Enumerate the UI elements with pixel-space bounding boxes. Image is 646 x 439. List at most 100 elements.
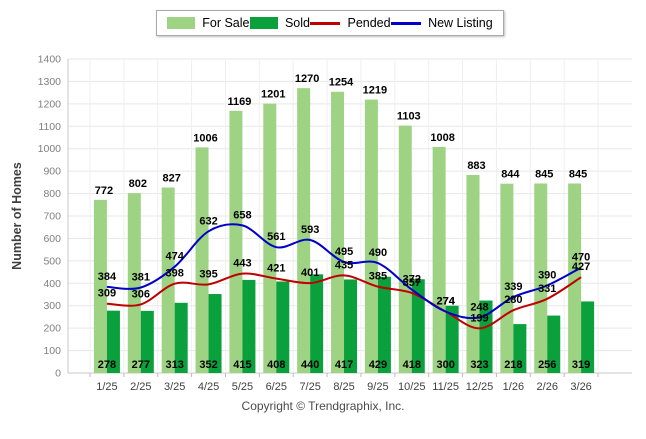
sold-value-label: 278 [98,359,116,371]
bar-for-sale [398,125,412,373]
bar-sold [377,276,391,373]
legend-item-new-listing: New Listing [391,16,493,30]
new-listing-value-label: 474 [165,251,184,263]
legend: For Sale Sold Pended New Listing [156,10,504,36]
legend-label-for-sale: For Sale [202,16,250,30]
sold-value-label: 415 [233,359,251,371]
bar-sold [208,294,222,373]
y-axis-title: Number of Homes [10,162,24,270]
pended-value-label: 395 [199,268,217,280]
new-listing-value-label: 561 [267,231,285,243]
sold-value-label: 429 [369,359,387,371]
bar-sold [445,305,459,373]
for-sale-value-label: 1169 [227,96,251,108]
for-sale-value-label: 1270 [295,73,319,85]
bar-sold [344,279,358,373]
bar-sold [581,301,595,373]
bar-sold [242,279,256,373]
for-sale-value-label: 844 [501,169,520,181]
sold-value-label: 218 [504,359,522,371]
bar-for-sale [229,110,243,373]
sold-value-label: 277 [132,359,150,371]
y-tick-label: 1200 [38,98,62,110]
bar-for-sale [263,103,277,373]
pended-value-label: 309 [98,288,116,300]
for-sale-value-label: 845 [535,168,553,180]
y-tick-label: 1100 [38,121,61,133]
new-listing-value-label: 274 [436,296,455,308]
new-listing-value-label: 593 [301,224,319,236]
y-tick-label: 500 [43,255,61,267]
bar-sold [411,279,425,373]
for-sale-value-label: 883 [467,160,485,172]
x-tick-label: 4/25 [198,381,219,393]
y-tick-label: 200 [43,323,61,335]
y-tick-label: 1300 [38,76,62,88]
pended-value-label: 331 [538,283,556,295]
legend-item-pended: Pended [310,16,391,30]
new-listing-value-label: 384 [98,271,117,283]
new-listing-line-swatch-icon [391,21,422,25]
legend-label-new-listing: New Listing [428,16,493,30]
sold-value-label: 256 [538,359,556,371]
new-listing-value-label: 372 [403,274,421,286]
pended-value-label: 357 [403,277,421,289]
line-pended [106,272,582,330]
line-new-listing [106,223,582,320]
pended-value-label: 443 [233,258,251,270]
bar-for-sale [534,183,548,373]
for-sale-value-label: 827 [162,173,180,185]
bar-sold [547,315,561,373]
x-tick-label: 12/25 [466,381,494,393]
y-tick-label: 800 [43,188,61,200]
new-listing-value-label: 390 [538,270,556,282]
for-sale-value-label: 1219 [363,85,387,97]
bar-sold [276,281,290,373]
sold-value-label: 319 [572,359,590,371]
new-listing-value-label: 490 [369,247,387,259]
sold-value-label: 313 [165,359,183,371]
y-tick-label: 700 [43,211,61,223]
sold-value-label: 417 [335,359,353,371]
x-axis-labels: 1/25 2/25 3/25 4/25 5/25 6/25 7/25 8/25 9/25 10/2… [96,381,592,393]
pended-value-label: 306 [132,288,150,300]
pended-value-label: 274 [436,296,455,308]
for-sale-value-label: 1201 [261,89,285,101]
pended-line-swatch-icon [310,21,341,25]
pended-value-label: 401 [301,267,319,279]
x-tick-label: 11/25 [432,381,459,393]
sold-value-label: 408 [267,359,285,371]
y-tick-label: 1400 [38,54,62,66]
x-tick-label: 2/26 [537,381,558,393]
bar-sold [174,302,188,373]
y-tick-label: 600 [43,233,61,245]
new-listing-value-label: 632 [199,215,217,227]
pended-value-label: 421 [267,263,285,275]
bar-for-sale [364,99,378,374]
bar-for-sale [195,147,209,373]
sold-value-label: 418 [403,359,421,371]
copyright-text: Copyright © Trendgraphix, Inc. [241,399,405,413]
x-tick-label: 3/25 [164,381,185,393]
x-tick-label: 7/25 [299,381,320,393]
y-tick-label: 400 [43,278,61,290]
bar-sold [310,274,324,373]
pended-value-label: 199 [470,312,488,324]
new-listing-value-label: 339 [504,281,522,293]
pended-value-label: 427 [572,261,590,273]
for-sale-value-label: 1006 [193,132,217,144]
new-listing-value-label: 495 [335,246,353,258]
y-tick-label: 300 [43,300,61,312]
for-sale-value-label: 802 [129,178,147,190]
new-listing-value-label: 470 [572,252,590,264]
bar-for-sale [161,187,175,373]
x-tick-label: 5/25 [232,381,253,393]
pended-value-label: 385 [369,271,387,283]
for-sale-value-label: 845 [569,168,587,180]
x-tick-label: 6/25 [266,381,287,393]
bars-group [93,88,595,374]
x-tick-label: 8/25 [333,381,354,393]
sold-value-label: 440 [301,359,319,371]
